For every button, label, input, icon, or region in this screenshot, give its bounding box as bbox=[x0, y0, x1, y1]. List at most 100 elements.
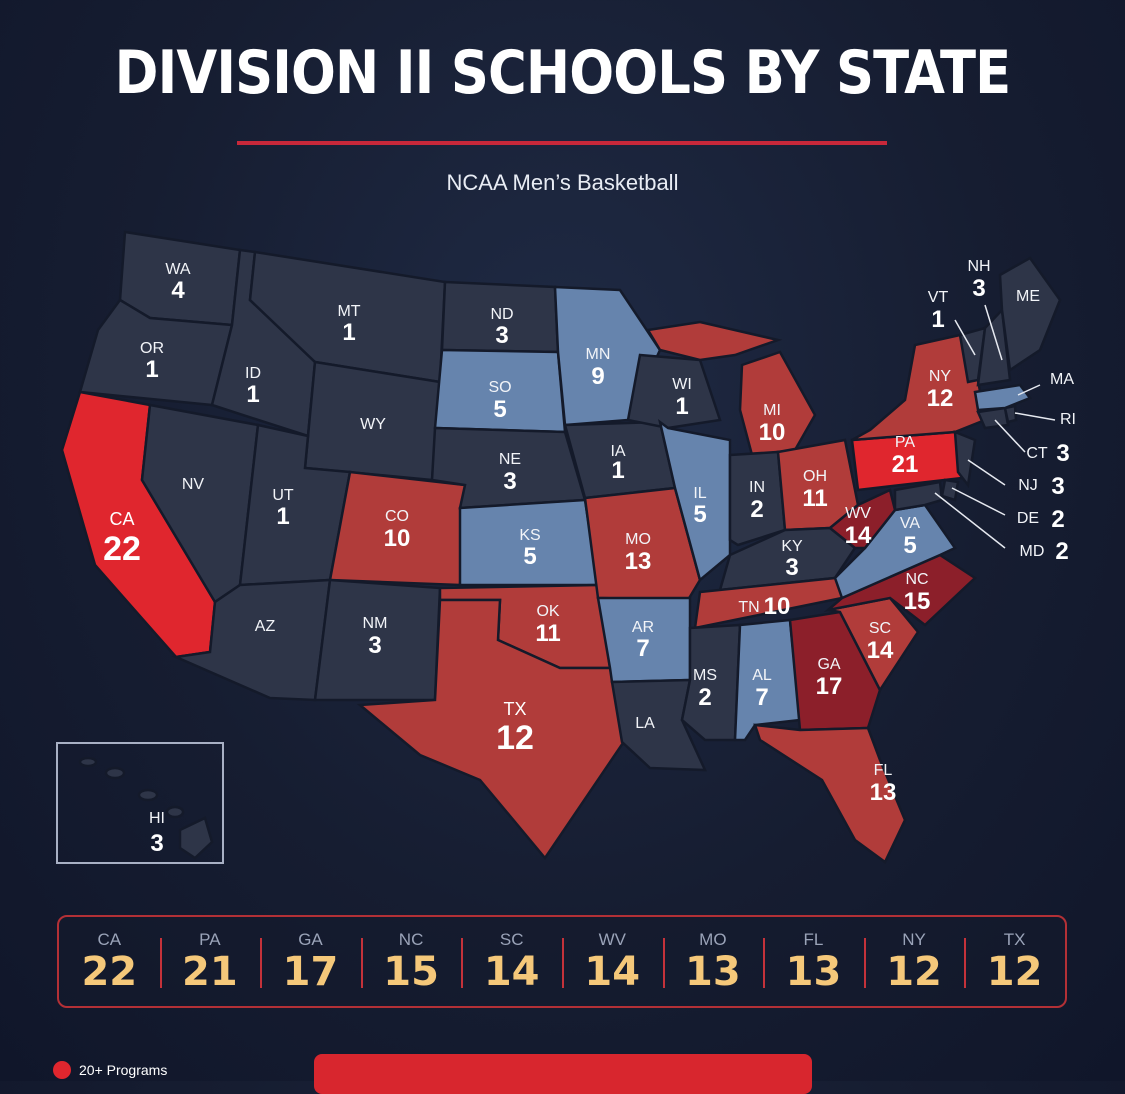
label-MS: MS bbox=[693, 667, 717, 684]
state-ME[interactable] bbox=[998, 256, 1062, 373]
top-ten-count: 17 bbox=[282, 948, 339, 995]
state-TX[interactable] bbox=[356, 598, 627, 861]
label-NE: NE bbox=[499, 451, 521, 468]
label-IA: IA bbox=[610, 443, 625, 460]
page-title: DIVISION II SCHOOLS BY STATE bbox=[114, 38, 1012, 108]
count-WI: 1 bbox=[675, 393, 688, 420]
label-ND: ND bbox=[490, 306, 513, 323]
label-MN: MN bbox=[586, 346, 611, 363]
label-AR: AR bbox=[632, 619, 654, 636]
state-IN[interactable] bbox=[728, 450, 787, 547]
top-ten-state: NC bbox=[398, 929, 424, 949]
count-MN: 9 bbox=[591, 363, 604, 390]
state-GA[interactable] bbox=[788, 610, 882, 732]
leader-lines bbox=[934, 304, 1056, 549]
label-GA: GA bbox=[817, 656, 840, 673]
label-MD: MD bbox=[1020, 543, 1045, 560]
label-RI: RI bbox=[1060, 411, 1076, 428]
label-WV: WV bbox=[845, 505, 871, 522]
label-TX: TX bbox=[503, 699, 526, 719]
count-AL: 7 bbox=[755, 684, 768, 711]
label-OR: OR bbox=[140, 340, 164, 357]
top-ten-count: 14 bbox=[584, 948, 641, 995]
top-ten-item: FL 13 bbox=[763, 930, 864, 994]
legend: 20+ Programs bbox=[53, 1061, 167, 1079]
label-CA: CA bbox=[109, 509, 134, 529]
count-MS: 2 bbox=[698, 684, 711, 711]
label-NY: NY bbox=[929, 368, 952, 385]
top-ten-count: 22 bbox=[81, 948, 138, 995]
top-ten-count: 15 bbox=[383, 948, 439, 995]
top-ten-count: 14 bbox=[483, 948, 540, 995]
label-LA: LA bbox=[635, 715, 655, 732]
state-MA[interactable] bbox=[973, 383, 1032, 412]
top-ten-count: 12 bbox=[886, 948, 942, 995]
label-OH: OH bbox=[803, 468, 827, 485]
top-ten-state: NY bbox=[902, 929, 926, 949]
hawaii-islands bbox=[78, 756, 214, 860]
top-ten-item: MO 13 bbox=[662, 929, 764, 995]
count-ID: 1 bbox=[246, 381, 259, 408]
top-ten-bar: CA 22 PA 21 GA 17 NC 15 SC 14 WV 14 MO 13 FL 13 … bbox=[57, 915, 1067, 1008]
count-AR: 7 bbox=[636, 635, 649, 662]
state-NH[interactable] bbox=[976, 307, 1012, 387]
top-ten-count: 13 bbox=[685, 948, 741, 995]
count-SC: 14 bbox=[867, 637, 894, 664]
count-TN: 10 bbox=[764, 593, 791, 620]
count-HI: 3 bbox=[150, 830, 163, 857]
state-CT[interactable] bbox=[976, 406, 1010, 430]
count-GA: 17 bbox=[816, 673, 843, 700]
top-ten-state: TX bbox=[1003, 929, 1026, 949]
count-NH: 3 bbox=[972, 275, 985, 302]
label-OK: OK bbox=[536, 603, 559, 620]
top-ten-item: NC 15 bbox=[360, 929, 462, 995]
top-ten-count: 13 bbox=[785, 948, 842, 995]
state-labels: WA 4 OR 1 CA 22 ID 1 NV MT 1 WY UT 1 AZ … bbox=[103, 258, 1076, 857]
top-ten-state: MO bbox=[699, 929, 727, 949]
count-OK: 11 bbox=[535, 620, 560, 647]
top-ten-state: GA bbox=[298, 929, 323, 949]
count-NY: 12 bbox=[927, 385, 954, 412]
state-FL[interactable] bbox=[753, 723, 907, 864]
top-ten-item: WV 14 bbox=[561, 930, 663, 995]
count-OH: 11 bbox=[802, 485, 827, 512]
count-SD: 5 bbox=[493, 396, 506, 423]
top-ten-item: SC 14 bbox=[461, 930, 562, 994]
count-TX: 12 bbox=[496, 719, 534, 757]
state-DE[interactable] bbox=[940, 478, 960, 502]
state-NJ[interactable] bbox=[953, 430, 977, 489]
top-ten-item: NY 12 bbox=[863, 929, 965, 995]
count-OR: 1 bbox=[145, 356, 158, 383]
top-ten-item: GA 17 bbox=[260, 930, 361, 994]
top-ten-state: SC bbox=[499, 929, 524, 949]
state-WI[interactable] bbox=[626, 353, 722, 430]
label-VA: VA bbox=[900, 515, 920, 532]
count-UT: 1 bbox=[276, 503, 289, 530]
label-UT: UT bbox=[272, 487, 294, 504]
count-CA: 22 bbox=[103, 530, 141, 568]
label-AL: AL bbox=[752, 667, 772, 684]
top-ten-state: CA bbox=[97, 929, 122, 949]
count-IA: 1 bbox=[611, 457, 624, 484]
count-KY: 3 bbox=[785, 554, 798, 581]
count-VA: 5 bbox=[903, 532, 916, 559]
count-IL: 5 bbox=[693, 501, 706, 528]
label-AZ: AZ bbox=[255, 618, 276, 635]
count-NE: 3 bbox=[503, 468, 516, 495]
count-DE: 2 bbox=[1051, 506, 1064, 533]
title-underline bbox=[237, 141, 887, 145]
state-MO[interactable] bbox=[583, 486, 702, 602]
count-MD: 2 bbox=[1055, 538, 1068, 565]
top-ten-item: CA 22 bbox=[59, 930, 160, 994]
label-KS: KS bbox=[519, 527, 540, 544]
count-MO: 13 bbox=[625, 548, 652, 575]
label-ID: ID bbox=[245, 365, 261, 382]
count-VT: 1 bbox=[931, 306, 944, 333]
state-IL[interactable] bbox=[658, 418, 732, 583]
count-MT: 1 bbox=[342, 319, 355, 346]
label-NV: NV bbox=[182, 476, 205, 493]
top-ten-item: PA 21 bbox=[159, 930, 261, 994]
state-MD[interactable] bbox=[893, 480, 944, 512]
top-ten-item: TX 12 bbox=[964, 930, 1065, 994]
